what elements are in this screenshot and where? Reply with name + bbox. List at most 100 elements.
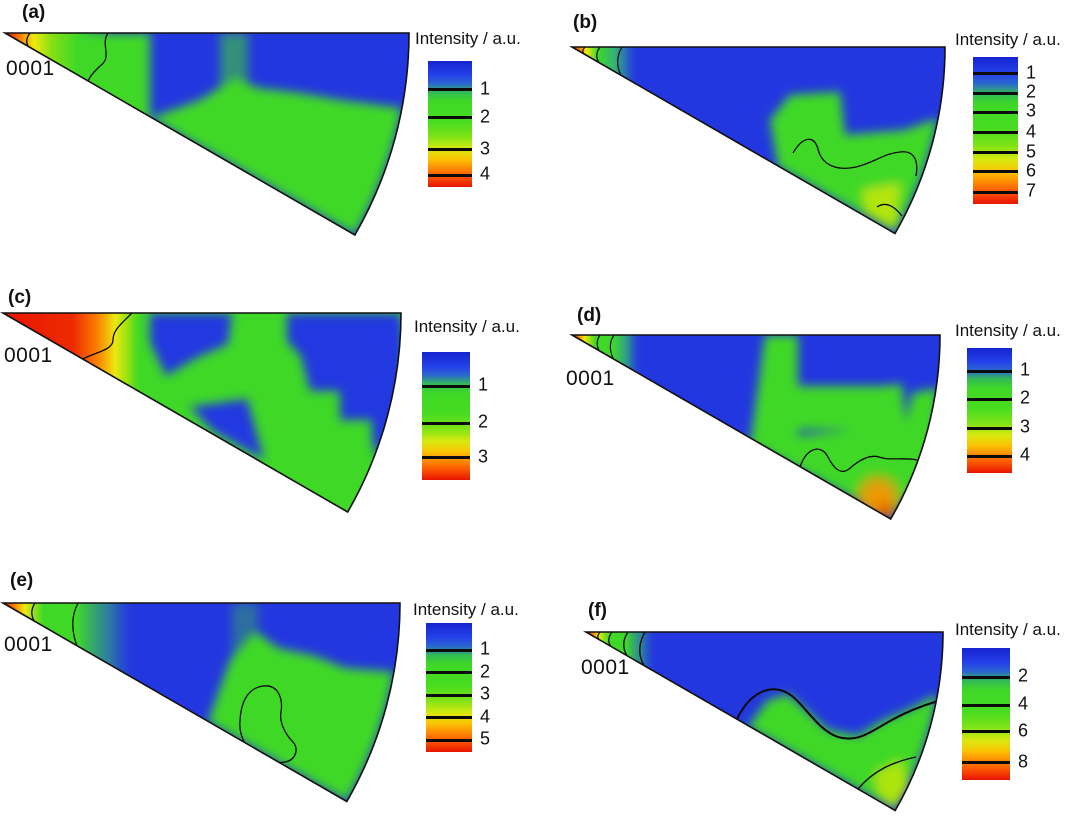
- colorbar-tick-label: 5: [480, 728, 491, 749]
- colorbar-tick-label: 7: [1026, 180, 1037, 201]
- corner-label-d: 0001: [566, 367, 615, 390]
- colorbar-tick-label: 1: [1026, 62, 1037, 83]
- colorbar-gradient: [428, 61, 472, 187]
- colorbar-gradient: [962, 648, 1010, 780]
- corner-label-c: 0001: [4, 344, 53, 367]
- wedge-a-surface: [5, 33, 409, 235]
- colorbar-a: [428, 61, 472, 187]
- colorbar-tick-label: 4: [1026, 121, 1037, 142]
- wedge-b-surface: [572, 47, 945, 234]
- colorbar-tick-label: 3: [1026, 100, 1037, 121]
- colorbar-tick-line: [962, 730, 1010, 734]
- colorbar-tick-line: [967, 426, 1012, 430]
- panel-label-c: (c): [8, 287, 32, 308]
- wedge-d-outline: [569, 334, 941, 521]
- colorbar-tick-line: [973, 110, 1018, 114]
- colorbar-tick-label: 2: [1020, 387, 1031, 408]
- colorbar-labels-c: 1 2 3: [478, 352, 512, 480]
- colorbar-tick-line: [967, 369, 1012, 373]
- colorbar-tick-line: [428, 148, 472, 152]
- colorbar-tick-line: [973, 151, 1018, 155]
- corner-label-e: 0001: [4, 633, 53, 656]
- colorbar-tick-label: 5: [1026, 140, 1037, 161]
- colorbar-tick-label: 6: [1026, 160, 1037, 181]
- colorbar-tick-label: 6: [1018, 720, 1029, 741]
- colorbar-tick-line: [973, 91, 1018, 95]
- colorbar-labels-d: 1 2 3 4: [1020, 348, 1054, 473]
- colorbar-tick-label: 1: [480, 638, 491, 659]
- colorbar-tick-line: [426, 716, 472, 720]
- wedge-b-outline: [569, 46, 946, 235]
- wedge-c-outline: [0, 312, 402, 514]
- colorbar-tick-label: 4: [1018, 693, 1029, 714]
- colorbar-tick-line: [967, 454, 1012, 458]
- colorbar-tick-line: [428, 116, 472, 120]
- colorbar-title-d: Intensity / a.u.: [955, 321, 1061, 340]
- colorbar-title-f: Intensity / a.u.: [955, 620, 1061, 639]
- colorbar-gradient: [426, 623, 472, 752]
- colorbar-e: [426, 623, 472, 752]
- colorbar-tick-label: 3: [480, 683, 491, 704]
- colorbar-title-b: Intensity / a.u.: [955, 30, 1061, 49]
- colorbar-tick-line: [973, 72, 1018, 76]
- colorbar-tick-line: [426, 738, 472, 742]
- colorbar-labels-f: 2 4 6 8: [1018, 648, 1052, 780]
- colorbar-tick-line: [426, 693, 472, 697]
- panel-label-f: (f): [588, 600, 607, 621]
- wedge-f-surface: [586, 632, 943, 811]
- colorbar-f: [962, 648, 1010, 780]
- colorbar-title-c: Intensity / a.u.: [414, 317, 520, 336]
- colorbar-tick-line: [422, 456, 470, 460]
- panel-label-d: (d): [577, 305, 602, 326]
- colorbar-tick-line: [422, 421, 470, 425]
- wedge-e-surface: [3, 603, 400, 802]
- colorbar-tick-line: [973, 131, 1018, 135]
- colorbar-tick-line: [428, 173, 472, 177]
- colorbar-tick-line: [426, 671, 472, 675]
- colorbar-tick-label: 2: [480, 661, 491, 682]
- wedge-f-outline: [583, 631, 944, 812]
- corner-label-a: 0001: [6, 57, 55, 80]
- colorbar-tick-label: 2: [1018, 665, 1029, 686]
- colorbar-tick-line: [962, 675, 1010, 679]
- colorbar-tick-label: 1: [1020, 359, 1031, 380]
- colorbar-labels-a: 1 2 3 4: [480, 61, 514, 187]
- wedge-d-surface: [572, 335, 941, 519]
- colorbar-d: [967, 348, 1012, 473]
- colorbar-tick-label: 1: [480, 78, 491, 99]
- panel-label-b: (b): [573, 12, 598, 33]
- colorbar-tick-label: 2: [478, 411, 489, 432]
- colorbar-tick-line: [962, 761, 1010, 765]
- colorbar-tick-line: [426, 648, 472, 652]
- panel-label-a: (a): [22, 2, 46, 23]
- colorbar-b: [973, 57, 1018, 204]
- colorbar-tick-label: 3: [1020, 416, 1031, 437]
- corner-label-f: 0001: [581, 656, 630, 679]
- wedge-c-surface: [3, 313, 401, 512]
- colorbar-tick-label: 3: [478, 446, 489, 467]
- wedge-a-outline: [2, 32, 410, 237]
- colorbar-gradient: [967, 348, 1012, 473]
- colorbar-tick-line: [428, 88, 472, 92]
- colorbar-c: [422, 352, 470, 480]
- colorbar-tick-label: 2: [480, 106, 491, 127]
- colorbar-tick-label: 3: [480, 138, 491, 159]
- colorbar-tick-line: [973, 170, 1018, 174]
- colorbar-gradient: [422, 352, 470, 480]
- colorbar-tick-line: [973, 190, 1018, 194]
- panel-label-e: (e): [10, 570, 34, 591]
- colorbar-tick-line: [962, 703, 1010, 707]
- colorbar-tick-label: 4: [480, 706, 491, 727]
- colorbar-tick-line: [422, 384, 470, 388]
- colorbar-tick-line: [967, 397, 1012, 401]
- colorbar-gradient: [973, 57, 1018, 204]
- colorbar-title-a: Intensity / a.u.: [415, 29, 521, 48]
- colorbar-tick-label: 2: [1026, 81, 1037, 102]
- colorbar-tick-label: 8: [1018, 751, 1029, 772]
- colorbar-tick-label: 4: [480, 163, 491, 184]
- colorbar-tick-label: 1: [478, 374, 489, 395]
